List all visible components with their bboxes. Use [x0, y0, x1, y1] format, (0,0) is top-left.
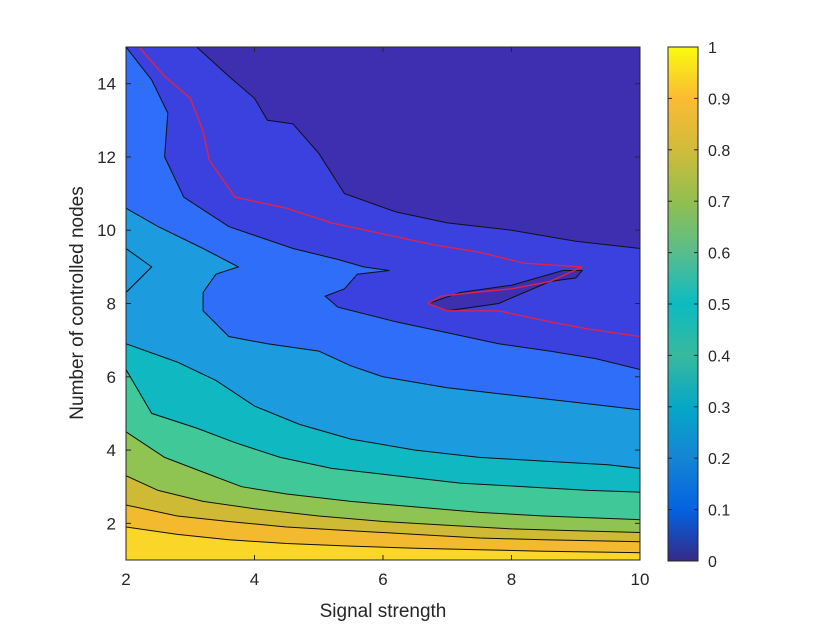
colorbar — [667, 46, 699, 562]
colorbar-tick-label: 0.7 — [708, 194, 730, 211]
contour-line — [196, 47, 640, 249]
y-axis-label: Number of controlled nodes — [67, 186, 88, 419]
contour-plot — [126, 47, 640, 560]
y-tick-label: 4 — [107, 441, 116, 460]
y-tick-label: 12 — [97, 148, 116, 167]
colorbar-tick-label: 0.4 — [708, 348, 730, 365]
colorbar-tick-label: 0.3 — [708, 400, 730, 417]
y-tick-label: 6 — [107, 368, 116, 387]
colorbar-ticks: 0 0.1 0.2 0.3 0.4 0.5 0.6 0.7 0.8 0.9 1 — [668, 40, 730, 571]
contour-line — [126, 47, 640, 370]
contour-band — [126, 527, 640, 560]
y-tick-label: 2 — [107, 514, 116, 533]
colorbar-tick-label: 1 — [708, 40, 717, 57]
contour-line — [126, 369, 640, 493]
contour-island — [426, 270, 584, 312]
contour-line — [126, 475, 640, 533]
contour-line — [126, 343, 640, 469]
colorbar-tick-label: 0.1 — [708, 503, 730, 520]
y-tick-label: 10 — [97, 221, 116, 240]
y-tick-label: 14 — [97, 75, 116, 94]
x-tick-label: 2 — [121, 570, 130, 589]
contour-island — [126, 247, 153, 294]
x-axis-label: Signal strength — [320, 601, 447, 622]
colorbar-tick-label: 0.9 — [708, 91, 730, 108]
contour-line — [126, 526, 640, 554]
x-tick-label: 6 — [378, 570, 387, 589]
contour-line — [126, 504, 640, 543]
colorbar-tick-label: 0.8 — [708, 143, 730, 160]
y-tick-label: 8 — [107, 295, 116, 314]
colorbar-tick-label: 0.2 — [708, 451, 730, 468]
contour-line — [126, 207, 640, 411]
contour-line — [126, 431, 640, 521]
axes: 2 4 6 8 10 2 4 6 8 10 12 14 — [97, 47, 649, 589]
x-tick-label: 4 — [250, 570, 259, 589]
x-tick-label: 8 — [507, 570, 516, 589]
colorbar-tick-label: 0 — [708, 554, 717, 571]
colorbar-tick-label: 0.6 — [708, 246, 730, 263]
colorbar-tick-label: 0.5 — [708, 297, 730, 314]
highlight-contour — [138, 47, 640, 338]
x-tick-label: 10 — [631, 570, 650, 589]
